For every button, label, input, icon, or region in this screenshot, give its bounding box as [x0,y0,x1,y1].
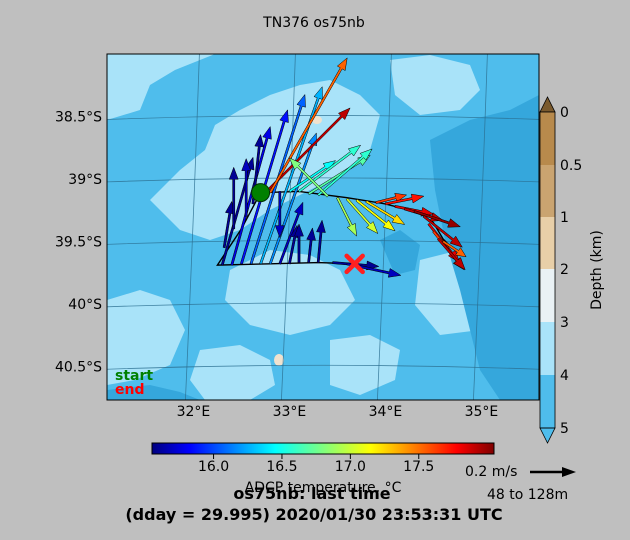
depth-tick-label: 1 [560,210,569,226]
current-vector-arrow [317,148,373,197]
current-vector-arrow [288,157,329,198]
depth-range-label: 48 to 128m [487,487,568,503]
temperature-colorbar-ticks: 16.0 16.5 17.0 17.5 [198,454,434,475]
depth-tick-label: 5 [560,421,569,437]
meridian-line [185,54,200,400]
temperature-tick-label: 17.0 [335,459,366,475]
depth-tick-label: 0 [560,105,569,121]
end-marker [344,253,365,275]
footer-line-2: (dday = 29.995) 2020/01/30 23:53:31 UTC [125,505,502,524]
depth-colorbar-segment [540,217,555,269]
reference-vector-label: 0.2 m/s [465,464,517,480]
temperature-colorbar [151,442,495,455]
depth-colorbar-label: Depth (km) [589,230,605,310]
current-vector-arrow [345,197,379,235]
lat-tick-labels: 38.5°S 39°S 39.5°S 40°S 40.5°S [55,109,102,375]
end-marker-cross [344,253,365,275]
lon-tick-labels: 32°E 33°E 34°E 35°E [177,404,499,420]
current-vector-arrow [278,201,304,265]
meridian-line [473,54,488,400]
lat-tick-label: 38.5°S [55,109,102,125]
meridian-line [281,54,296,400]
depth-colorbar-extend-top [539,96,556,113]
depth-colorbar-segment [540,165,555,217]
depth-colorbar-segment [540,269,555,322]
temperature-tick-label: 17.5 [403,459,434,475]
temperature-colorbar-label: ADCP temperature, °C [245,480,402,496]
bathymetry-deep [107,95,539,400]
current-vector-arrow [297,144,362,193]
depth-colorbar: 0 0.5 1 2 3 4 5 [539,96,582,444]
parallel-line [107,302,539,308]
start-marker [251,183,271,203]
lon-tick-label: 35°E [465,404,499,420]
current-vector-arrow [288,160,337,193]
depth-tick-label: 0.5 [560,158,582,174]
parallel-line [107,177,539,183]
current-vector-arrow [355,198,396,232]
depth-colorbar-segment [540,375,555,428]
lat-tick-label: 40.5°S [55,359,102,375]
current-vector-arrow [268,57,348,194]
current-vector-arrow [413,210,462,228]
current-vector-arrow [228,166,239,230]
current-vector-arrow [384,193,425,206]
current-vector-arrow [306,227,316,263]
start-label: start [115,368,153,384]
current-vector-arrow [274,191,285,239]
chart-title: TN376 os75nb [262,15,365,31]
current-vector-arrow [442,240,467,258]
lon-tick-label: 33°E [273,404,307,420]
depth-colorbar-frame [539,111,556,429]
current-vector-arrow [230,125,272,266]
current-vector-arrow [375,192,408,205]
parallel-line [107,364,539,370]
current-vector-arrow [316,219,326,263]
reference-vector-arrow [530,467,576,477]
parallel-line [107,239,539,245]
lon-tick-label: 34°E [369,404,403,420]
depth-tick-label: 3 [560,315,569,331]
map-area [107,54,539,400]
end-label: end [115,382,144,398]
depth-colorbar-segment [540,322,555,375]
temperature-tick-label: 16.0 [198,459,229,475]
lon-tick-label: 32°E [177,404,211,420]
current-vector-arrow [294,223,304,263]
current-vector-arrow [336,196,357,237]
lat-tick-label: 40°S [68,297,102,313]
depth-tick-label: 4 [560,368,569,384]
depth-tick-label: 2 [560,262,569,278]
footer-line-1: os75nb: last time [233,484,390,503]
parallel-line [107,115,539,120]
temperature-tick-label: 16.5 [266,459,297,475]
depth-colorbar-segment [540,112,555,165]
current-vector-arrow [241,157,252,217]
current-vector-arrow [422,215,463,248]
lat-tick-label: 39°S [68,172,102,188]
current-vector-arrow [437,237,466,271]
depth-colorbar-extend-bottom [539,427,556,444]
seamount-patches [274,116,322,366]
current-vector-arrow [365,200,406,225]
current-vector-arrow [222,200,235,249]
map-frame [106,53,540,401]
lat-tick-label: 39.5°S [55,234,102,250]
